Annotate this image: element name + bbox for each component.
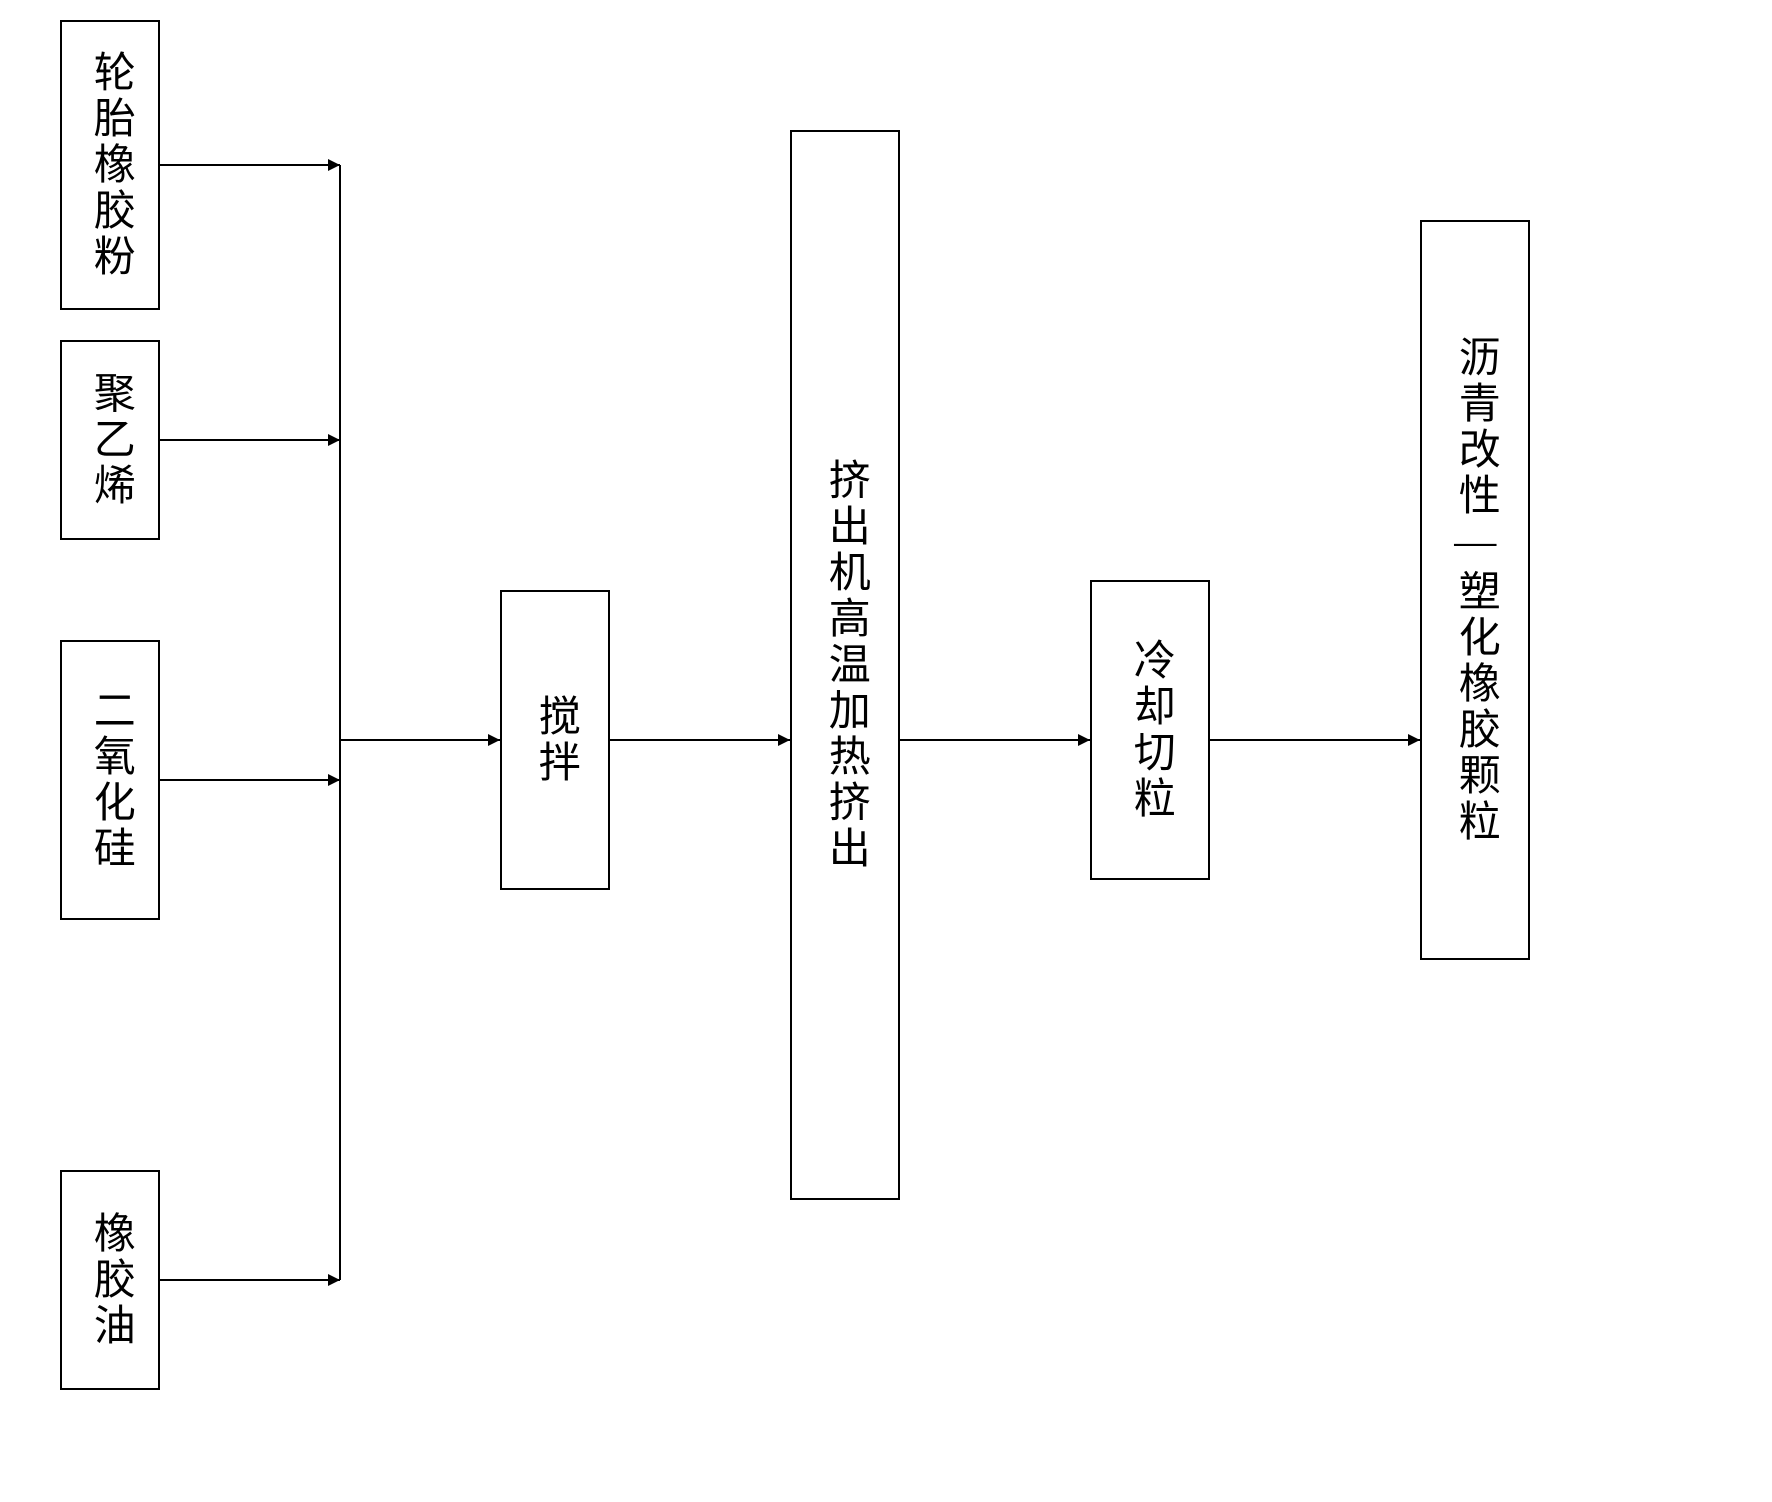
node-input-silica: 二氧化硅 (60, 640, 160, 920)
node-label: 橡胶油 (85, 1211, 135, 1349)
node-label: 冷却切粒 (1125, 638, 1175, 822)
node-cooling: 冷却切粒 (1090, 580, 1210, 880)
node-label: 轮胎橡胶粉 (85, 50, 135, 280)
node-mixing: 搅拌 (500, 590, 610, 890)
node-label: 挤出机高温加热挤出 (820, 458, 870, 872)
node-label: 沥青改性—塑化橡胶颗粒 (1450, 335, 1500, 845)
node-extruder: 挤出机高温加热挤出 (790, 130, 900, 1200)
node-input-polyethylene: 聚乙烯 (60, 340, 160, 540)
node-output: 沥青改性—塑化橡胶颗粒 (1420, 220, 1530, 960)
node-label: 二氧化硅 (85, 688, 135, 872)
node-input-rubber-oil: 橡胶油 (60, 1170, 160, 1390)
node-label: 搅拌 (530, 694, 580, 786)
node-label: 聚乙烯 (85, 371, 135, 509)
node-input-tire-rubber: 轮胎橡胶粉 (60, 20, 160, 310)
